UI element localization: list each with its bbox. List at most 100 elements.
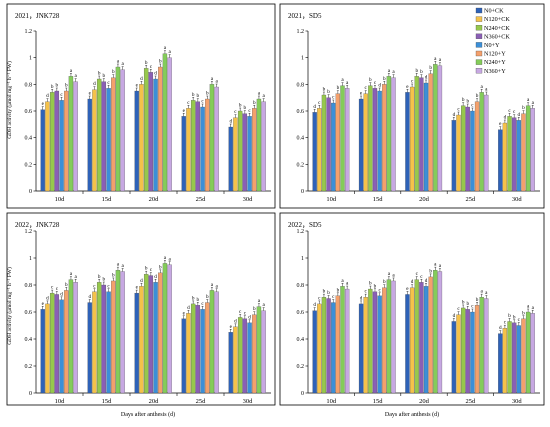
significance-label: b xyxy=(337,287,340,293)
legend-label: N120+CK xyxy=(484,16,510,23)
significance-label: d xyxy=(46,295,49,301)
y-tick-label: 1.2 xyxy=(25,229,33,235)
significance-label: d xyxy=(378,83,381,89)
significance-label: b xyxy=(337,85,340,91)
significance-label: d xyxy=(248,314,251,320)
significance-label: b xyxy=(65,83,68,89)
bar xyxy=(344,288,350,394)
bar xyxy=(162,263,168,394)
significance-label: d xyxy=(234,318,237,324)
significance-label: c xyxy=(187,100,190,106)
significance-label: a xyxy=(211,282,214,288)
significance-label: d xyxy=(93,81,96,87)
significance-label: a xyxy=(439,57,442,63)
bar xyxy=(186,108,191,192)
bar xyxy=(92,89,97,192)
bar xyxy=(115,66,121,192)
bar xyxy=(479,92,484,192)
x-tick-label: 30d xyxy=(512,398,523,405)
significance-label: b xyxy=(466,301,469,307)
ylabel-bottom: GDH activity (μmol mg⁻¹ h⁻¹ FW) xyxy=(6,267,13,345)
significance-label: b xyxy=(323,289,326,295)
bar xyxy=(456,114,461,192)
bar xyxy=(256,98,262,192)
significance-label: e xyxy=(406,84,409,90)
bar xyxy=(474,305,480,394)
significance-label: d xyxy=(504,115,507,121)
bar xyxy=(242,318,248,394)
significance-label: b xyxy=(56,83,59,89)
y-tick-label: 0.4 xyxy=(297,136,305,142)
significance-label: b xyxy=(429,268,432,274)
bar xyxy=(516,325,521,394)
significance-label: d xyxy=(154,274,157,280)
legend-swatch xyxy=(475,7,483,14)
bar xyxy=(214,86,219,192)
legend-label: N240+Y xyxy=(484,59,506,66)
significance-label: b xyxy=(112,69,115,75)
bar xyxy=(368,85,373,192)
significance-label: e xyxy=(136,83,139,89)
bar xyxy=(377,295,382,394)
bar xyxy=(437,271,443,394)
significance-label: d xyxy=(88,294,91,300)
significance-label: d xyxy=(154,71,157,77)
bar xyxy=(190,303,196,394)
significance-label: d xyxy=(453,313,456,319)
significance-label: d xyxy=(46,93,49,99)
significance-label: a xyxy=(439,263,442,269)
y-tick-label: 1.2 xyxy=(297,229,305,235)
bar xyxy=(143,68,149,192)
bar xyxy=(167,264,172,394)
significance-label: b xyxy=(466,99,469,105)
significance-label: b xyxy=(327,89,330,95)
x-tick-label: 25d xyxy=(466,196,477,203)
bar xyxy=(377,90,382,192)
significance-label: b xyxy=(476,297,479,303)
y-tick-label: 1.2 xyxy=(25,29,33,35)
bar xyxy=(433,270,438,394)
significance-label: c xyxy=(201,99,204,105)
significance-label: e xyxy=(499,121,502,127)
bar xyxy=(87,98,92,192)
bar xyxy=(153,282,158,394)
bar xyxy=(512,117,517,192)
significance-label: d xyxy=(60,291,63,297)
significance-label: c xyxy=(201,301,204,307)
significance-label: c xyxy=(411,79,414,85)
bar xyxy=(484,94,489,192)
bar xyxy=(68,76,74,192)
significance-label: c xyxy=(318,100,321,106)
significance-label: c xyxy=(239,309,242,315)
x-tick-label: 15d xyxy=(102,398,113,405)
significance-label: d xyxy=(229,119,232,125)
significance-label: c xyxy=(107,80,110,86)
bar xyxy=(158,272,163,394)
significance-label: b xyxy=(369,77,372,83)
bar xyxy=(252,314,257,394)
bar xyxy=(73,81,78,192)
significance-label: b xyxy=(383,76,386,82)
bar xyxy=(195,101,201,192)
significance-label: d xyxy=(140,76,143,82)
bar xyxy=(233,326,238,394)
significance-label: b xyxy=(462,299,465,305)
y-tick-label: 0.6 xyxy=(25,310,33,316)
significance-label: b xyxy=(513,314,516,320)
bar xyxy=(525,105,531,192)
significance-label: a xyxy=(532,100,535,106)
x-tick-label: 30d xyxy=(243,196,254,203)
panel-frame xyxy=(279,3,545,209)
significance-label: b xyxy=(51,84,54,90)
bar xyxy=(186,313,191,394)
significance-label: d xyxy=(313,302,316,308)
significance-label: c xyxy=(51,285,54,291)
bar xyxy=(49,292,55,394)
significance-label: e xyxy=(230,324,233,330)
bar xyxy=(405,92,410,192)
bar xyxy=(530,108,535,192)
significance-label: c xyxy=(107,283,110,289)
legend-swatch xyxy=(475,59,483,65)
bar xyxy=(507,321,512,394)
significance-label: b xyxy=(244,105,247,111)
